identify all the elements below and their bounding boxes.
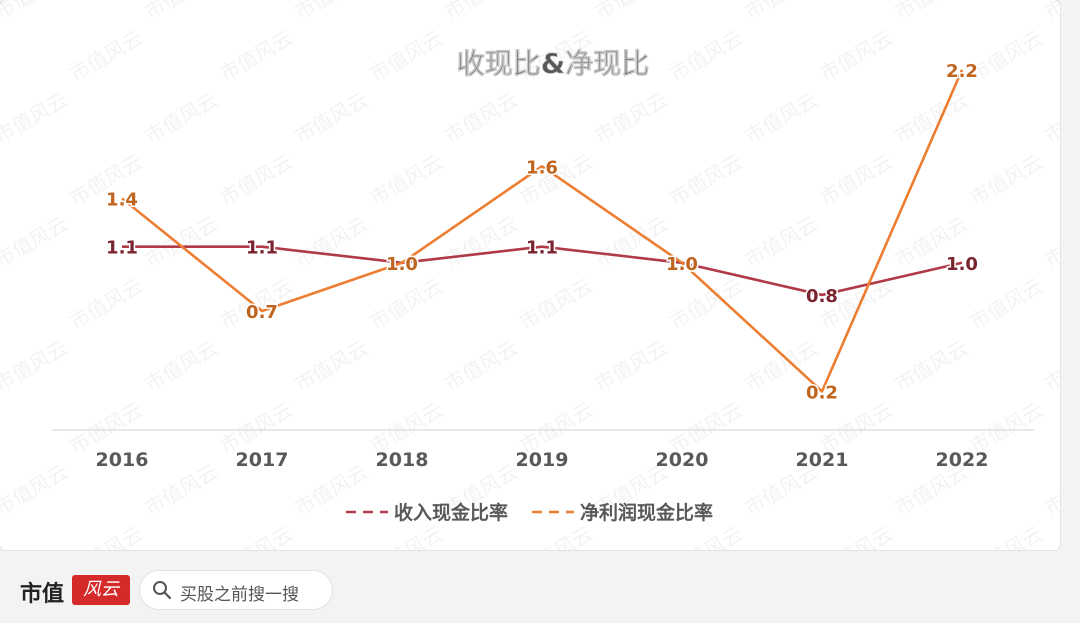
watermark-text: 市值风云	[516, 274, 597, 335]
watermark-text: 市值风云	[441, 212, 522, 273]
watermark-text: 市值风云	[66, 274, 147, 335]
brand-logo-badge: 风云	[72, 575, 130, 605]
watermark-text: 市值风云	[0, 460, 72, 521]
legend: 收入现金比率 净利润现金比率	[346, 501, 713, 524]
watermark-text: 市值风云	[291, 336, 372, 397]
watermark-text: 市值风云	[666, 522, 747, 550]
watermark-text: 市值风云	[891, 336, 972, 397]
x-axis-ticks: 2016 2017 2018 2019 2020 2021 2022	[96, 449, 989, 471]
watermark-text: 市值风云	[666, 26, 747, 87]
watermark-text: 市值风云	[366, 522, 447, 550]
data-label: 1.0	[386, 254, 418, 275]
chart-card: 市值风云 市值风云 市值风云 市值风云 市值风云 市值风云 市值风云 市值风云 市值风云 市值风云…	[0, 0, 1060, 550]
watermark-text: 市值风云	[1041, 212, 1061, 273]
data-label: 0.2	[806, 382, 838, 403]
watermark-text: 市值风云	[441, 88, 522, 149]
search-prompt: 买股之前搜一搜	[180, 585, 299, 605]
watermark-text: 市值风云	[366, 150, 447, 211]
watermark-text: 市值风云	[0, 0, 72, 24]
chart-title: 收现比&净现比	[457, 47, 649, 80]
data-label: 1.6	[526, 157, 558, 178]
data-labels: 1.1 1.11.01.11.00.81.01.40.71.01.61.00.22…	[105, 59, 980, 405]
watermark-text: 市值风云	[291, 460, 372, 521]
data-label: 0.7	[246, 302, 278, 323]
watermark-text: 市值风云	[0, 88, 72, 149]
series-line-1	[121, 69, 964, 393]
series-line-0	[122, 245, 963, 297]
watermark-text: 市值风云	[591, 0, 672, 24]
watermark-text: 市值风云	[1041, 0, 1061, 24]
data-label: 1.0	[666, 254, 698, 275]
watermark-text: 市值风云	[591, 336, 672, 397]
watermark-text: 市值风云	[441, 336, 522, 397]
data-label: 1.4	[106, 189, 138, 210]
x-tick-label: 2022	[936, 449, 989, 471]
watermark-text: 市值风云	[666, 150, 747, 211]
watermark-text: 市值风云	[66, 26, 147, 87]
search-icon	[153, 581, 172, 600]
data-label: 1.1	[106, 238, 138, 259]
watermark-text: 市值风云	[141, 460, 222, 521]
watermark-text: 市值风云	[141, 336, 222, 397]
data-label: 1.1	[246, 238, 278, 259]
watermark-text: 市值风云	[1041, 460, 1061, 521]
data-label: 1.1	[526, 238, 558, 259]
watermark-text: 市值风云	[291, 0, 372, 24]
watermark-text: 市值风云	[1041, 336, 1061, 397]
data-label: 1.0	[386, 254, 418, 275]
watermark-text: 市值风云	[966, 150, 1047, 211]
watermark-text: 市值风云	[366, 274, 447, 335]
watermark-text: 市值风云	[666, 274, 747, 335]
watermark-text: 市值风云	[441, 0, 522, 24]
series-lines	[121, 69, 964, 393]
watermark-text: 市值风云	[1041, 88, 1061, 149]
watermark-text: 市值风云	[216, 522, 297, 550]
data-label: 1.0	[946, 254, 978, 275]
watermark-text: 市值风云	[741, 0, 822, 24]
watermark-text: 市值风云	[816, 150, 897, 211]
watermark-text: 市值风云	[591, 212, 672, 273]
watermark-text: 市值风云	[0, 336, 72, 397]
watermark-text: 市值风云	[591, 88, 672, 149]
x-tick-label: 2018	[376, 449, 429, 471]
watermark-text: 市值风云	[216, 150, 297, 211]
watermark-text: 市值风云	[291, 212, 372, 273]
brand-logo-text: 市值	[20, 581, 65, 607]
watermark-text: 市值风云	[366, 26, 447, 87]
data-label: 1.0	[666, 254, 698, 275]
legend-label-profit-cash: 净利润现金比率	[580, 501, 713, 524]
data-label: 0.8	[806, 286, 838, 307]
legend-label-revenue-cash: 收入现金比率	[394, 501, 508, 524]
watermark-text: 市值风云	[741, 88, 822, 149]
watermark-text: 市值风云	[66, 522, 147, 550]
watermark-text: 市值风云	[516, 522, 597, 550]
footer-bar: 市值 风云 买股之前搜一搜	[0, 560, 1080, 623]
x-tick-label: 2016	[96, 449, 149, 471]
watermark-text: 市值风云	[0, 212, 72, 273]
x-tick-label: 2019	[516, 449, 569, 471]
watermark-text: 市值风云	[816, 26, 897, 87]
x-tick-label: 2017	[236, 449, 289, 471]
watermark-text: 市值风云	[891, 0, 972, 24]
watermark-text: 市值风云	[966, 522, 1047, 550]
watermark-text: 市值风云	[216, 26, 297, 87]
x-tick-label: 2020	[656, 449, 709, 471]
search-box[interactable]: 买股之前搜一搜	[140, 571, 332, 609]
watermark-text: 市值风云	[816, 522, 897, 550]
watermark-text: 市值风云	[741, 212, 822, 273]
watermark-text: 市值风云	[141, 212, 222, 273]
watermark-text: 市值风云	[966, 274, 1047, 335]
data-label: 2.2	[946, 61, 978, 82]
x-tick-label: 2021	[796, 449, 849, 471]
watermark-text: 市值风云	[141, 0, 222, 24]
watermark-text: 市值风云	[141, 88, 222, 149]
watermark-text: 市值风云	[291, 88, 372, 149]
